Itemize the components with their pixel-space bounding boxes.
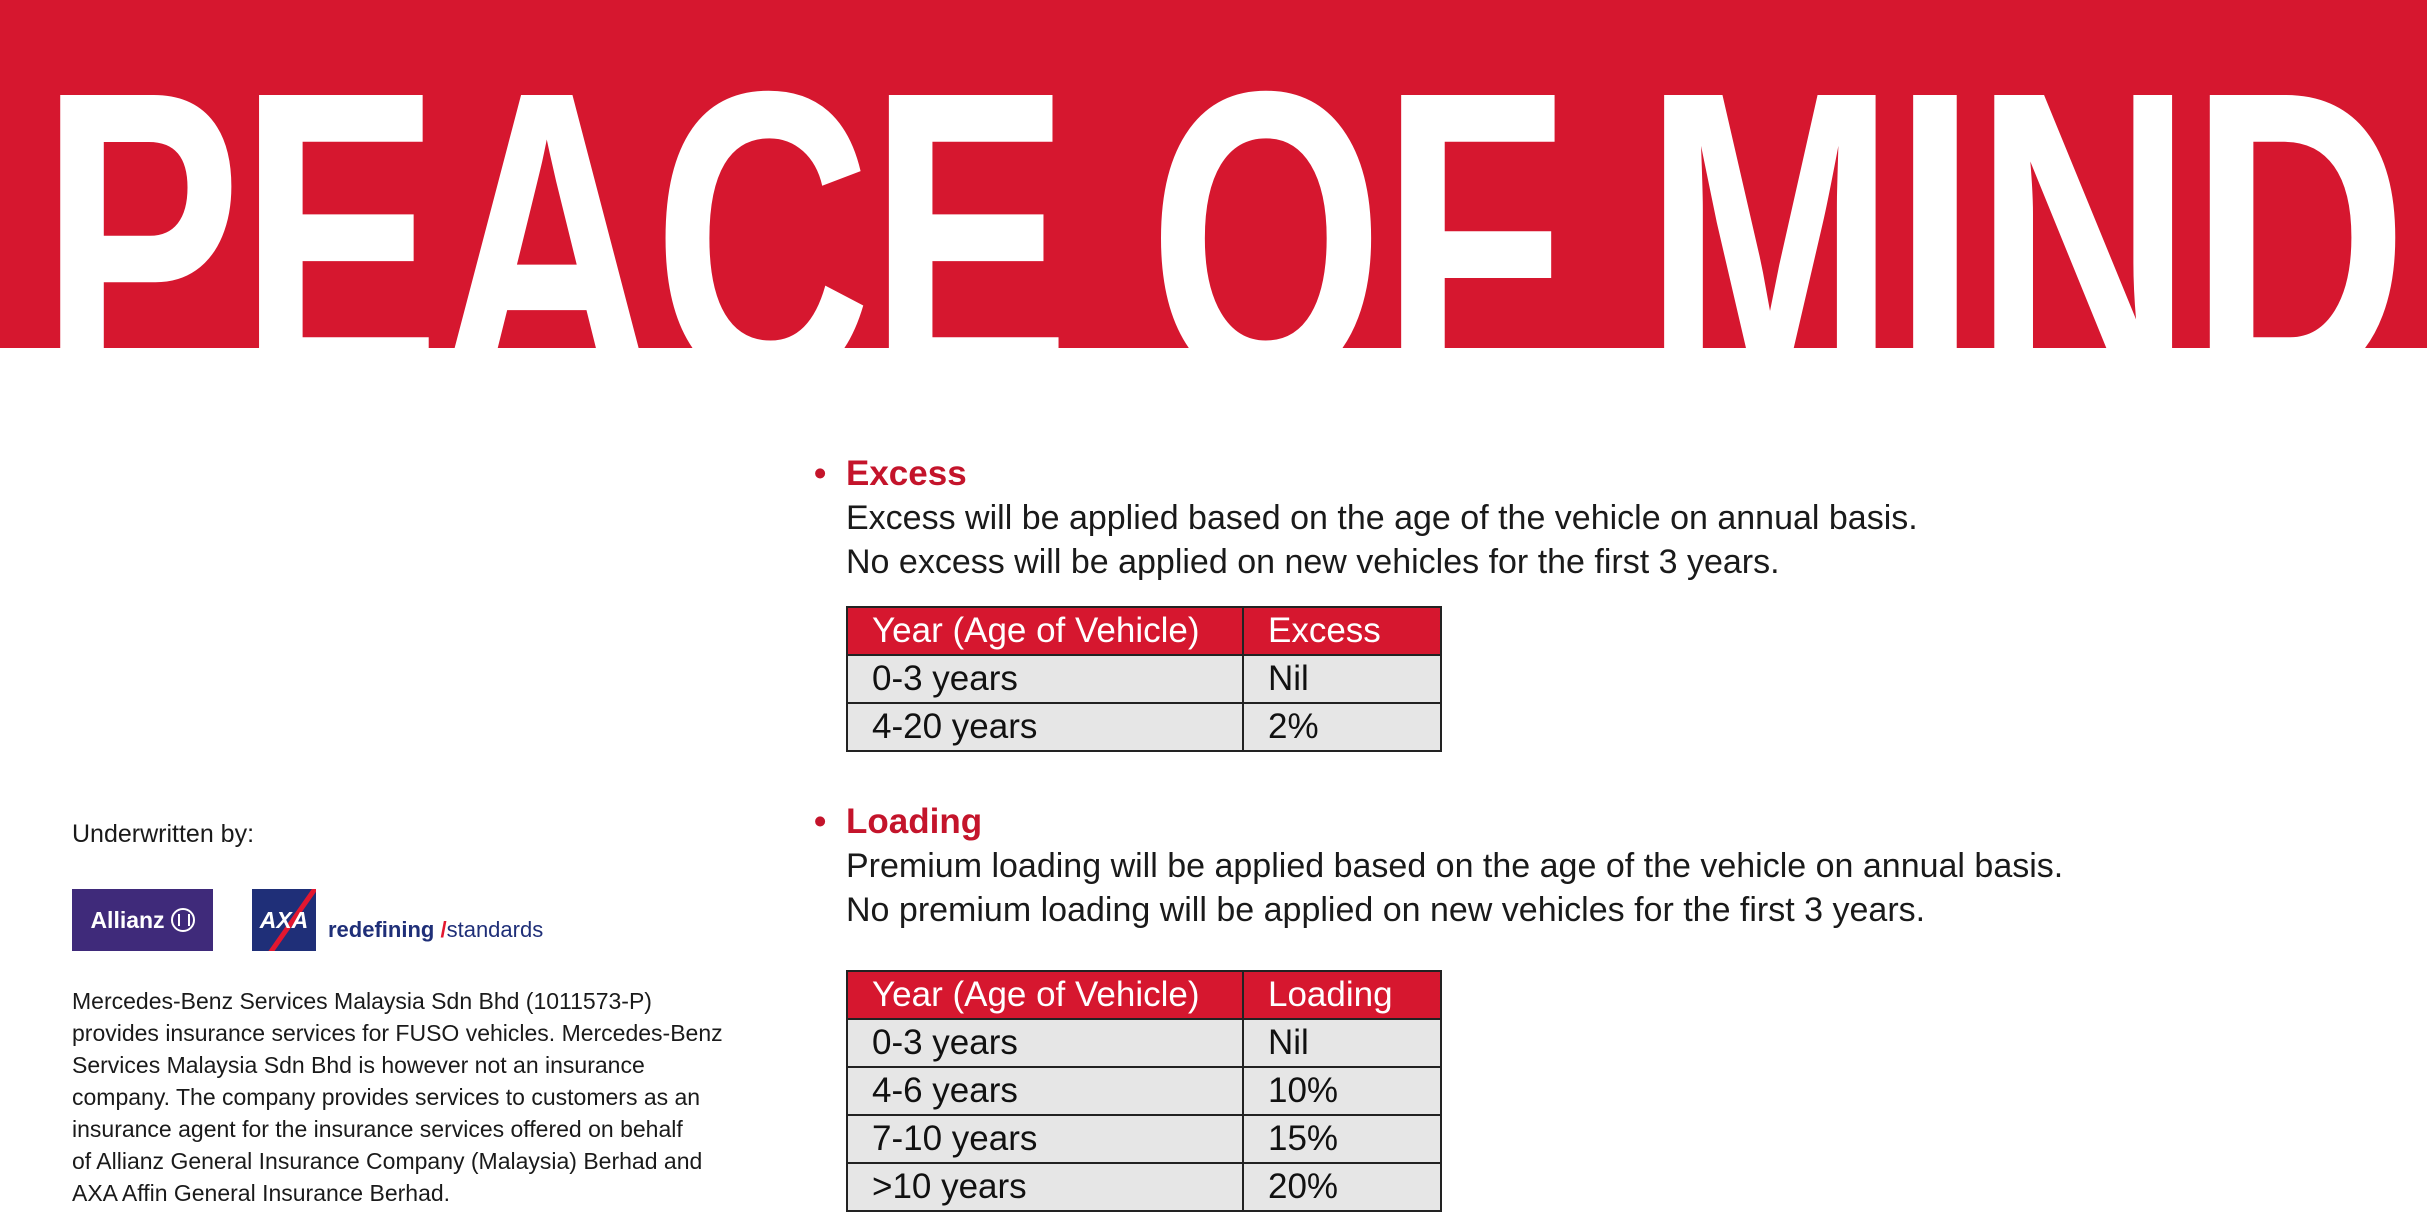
excess-heading-text: Excess — [846, 454, 967, 493]
bullet-icon: • — [814, 454, 827, 493]
table-header-cell: Loading — [1242, 970, 1442, 1020]
excess-line-1: Excess will be applied based on the age … — [846, 499, 1918, 537]
disclaimer-line: company. The company provides services t… — [72, 1084, 701, 1110]
table-cell: Nil — [1242, 654, 1442, 704]
table-cell: 15% — [1242, 1114, 1442, 1164]
table-header-row: Year (Age of Vehicle) Loading — [846, 970, 1442, 1020]
disclaimer-line: insurance agent for the insurance servic… — [72, 1116, 683, 1142]
loading-line-2: No premium loading will be applied on ne… — [846, 891, 1926, 929]
excess-table: Year (Age of Vehicle) Excess 0-3 years N… — [846, 606, 1442, 752]
header-banner: PEACE OF MIND — [0, 0, 2427, 348]
banner-title: PEACE OF MIND — [40, 5, 2408, 349]
table-cell: 4-20 years — [846, 702, 1244, 752]
axa-tagline: redefining /standards — [328, 917, 543, 943]
underwritten-label: Underwritten by: — [72, 820, 255, 848]
table-header-cell: Year (Age of Vehicle) — [846, 970, 1244, 1020]
allianz-logo-text: Allianz — [90, 906, 165, 933]
table-cell: 10% — [1242, 1066, 1442, 1116]
table-row: 0-3 years Nil — [846, 1018, 1442, 1068]
table-header-cell: Excess — [1242, 606, 1442, 656]
allianz-emblem-icon — [170, 908, 195, 932]
table-row: 4-20 years 2% — [846, 702, 1442, 752]
axa-logo-text: AXA — [259, 906, 309, 933]
main-content: • Excess Excess will be applied based on… — [814, 452, 2396, 1212]
table-row: 0-3 years Nil — [846, 654, 1442, 704]
bullet-icon: • — [814, 802, 827, 841]
table-cell: Nil — [1242, 1018, 1442, 1068]
loading-table: Year (Age of Vehicle) Loading 0-3 years … — [846, 970, 1442, 1212]
tagline-slash: / — [440, 917, 447, 942]
disclaimer-text: Mercedes-Benz Services Malaysia Sdn Bhd … — [72, 985, 792, 1209]
table-row: >10 years 20% — [846, 1162, 1442, 1212]
allianz-logo: Allianz — [72, 889, 213, 951]
table-cell: 0-3 years — [846, 654, 1244, 704]
table-row: 4-6 years 10% — [846, 1066, 1442, 1116]
loading-line-1: Premium loading will be applied based on… — [846, 847, 2064, 885]
table-cell: 7-10 years — [846, 1114, 1244, 1164]
underwriter-panel: Underwritten by: Allianz AXA redefining … — [72, 820, 792, 1209]
tagline-bold: redefining — [328, 917, 435, 942]
loading-section: • Loading Premium loading will be applie… — [814, 800, 2396, 1212]
table-header-cell: Year (Age of Vehicle) — [846, 606, 1244, 656]
axa-logo: AXA — [252, 889, 316, 951]
excess-section: • Excess Excess will be applied based on… — [814, 452, 2396, 752]
loading-heading: • Loading — [814, 800, 2364, 844]
table-header-row: Year (Age of Vehicle) Excess — [846, 606, 1442, 656]
loading-heading-text: Loading — [846, 802, 983, 841]
disclaimer-line: Services Malaysia Sdn Bhd is however not… — [72, 1052, 645, 1078]
excess-heading: • Excess — [814, 452, 2364, 496]
excess-line-2: No excess will be applied on new vehicle… — [846, 543, 1780, 581]
disclaimer-line: of Allianz General Insurance Company (Ma… — [72, 1148, 703, 1174]
table-cell: 2% — [1242, 702, 1442, 752]
table-cell: 20% — [1242, 1162, 1442, 1212]
disclaimer-line: Mercedes-Benz Services Malaysia Sdn Bhd … — [72, 988, 652, 1014]
table-cell: 0-3 years — [846, 1018, 1244, 1068]
tagline-rest: standards — [446, 917, 544, 942]
disclaimer-line: AXA Affin General Insurance Berhad. — [72, 1180, 451, 1206]
disclaimer-line: provides insurance services for FUSO veh… — [72, 1020, 723, 1046]
table-cell: 4-6 years — [846, 1066, 1244, 1116]
insurer-logos: Allianz AXA redefining /standards — [72, 889, 792, 959]
table-cell: >10 years — [846, 1162, 1244, 1212]
table-row: 7-10 years 15% — [846, 1114, 1442, 1164]
